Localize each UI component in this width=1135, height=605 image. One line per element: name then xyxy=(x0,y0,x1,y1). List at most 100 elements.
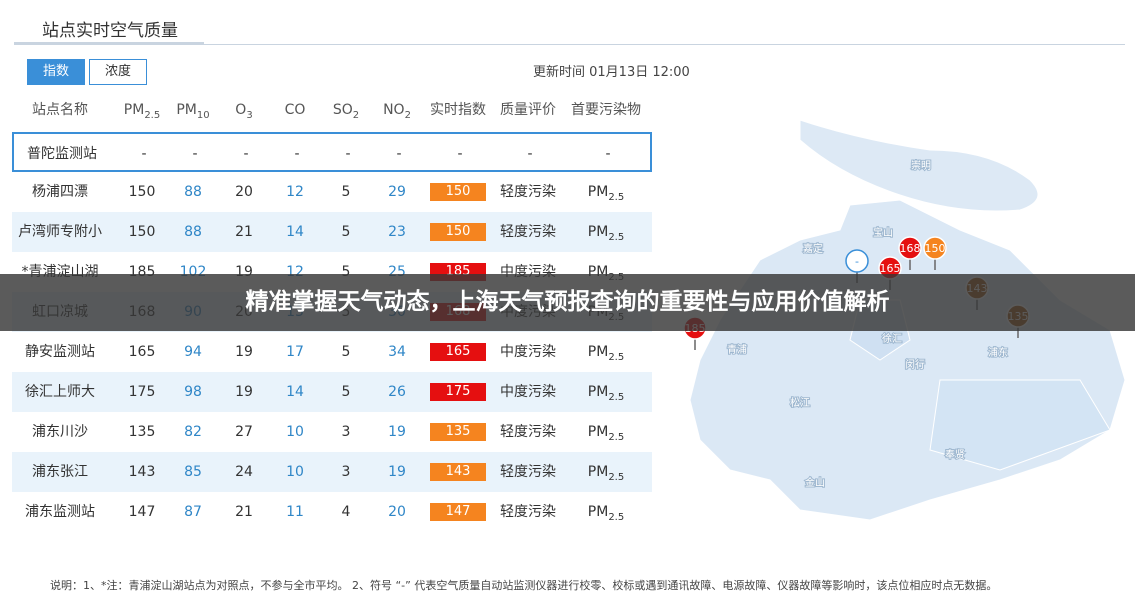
aqi-badge: 150 xyxy=(430,183,486,201)
table-row: 杨浦四漂 150 88 20 12 5 29 150 轻度污染 PM2.5 xyxy=(12,172,652,212)
tab-index[interactable]: 指数 xyxy=(27,59,85,85)
section-title: 站点实时空气质量 xyxy=(42,21,178,41)
measurement: 165 xyxy=(128,344,156,360)
measurement: 10 xyxy=(286,464,304,480)
aqi-badge: 147 xyxy=(430,503,486,521)
subscript: 2.5 xyxy=(608,432,625,443)
measurement: - xyxy=(192,146,198,162)
measurement: 11 xyxy=(286,504,304,520)
measurement: 21 xyxy=(235,504,253,520)
text: 首要污染物 xyxy=(571,102,641,118)
measurement: 98 xyxy=(184,384,202,400)
measurement: 3 xyxy=(341,424,351,440)
measurement: 4 xyxy=(341,504,351,520)
district-label: 宝山 xyxy=(873,226,893,239)
measurement: - xyxy=(396,146,402,162)
subscript: 2.5 xyxy=(608,512,625,523)
quality-level: 中度污染 xyxy=(500,384,556,400)
measurement: 20 xyxy=(235,184,253,200)
marker-label: - xyxy=(855,255,859,268)
column-header: SO2 xyxy=(333,90,359,130)
text: PM xyxy=(123,102,145,118)
aqi-badge: 135 xyxy=(430,423,486,441)
district-label: 闵行 xyxy=(905,358,925,371)
measurement: 88 xyxy=(184,224,202,240)
measurement: 88 xyxy=(184,184,202,200)
table-row: 普陀监测站 - - - - - - - - - xyxy=(12,132,652,172)
district-label: 浦东 xyxy=(988,346,1008,359)
primary-pollutant: - xyxy=(605,134,610,174)
divider xyxy=(14,44,1125,45)
text: CO xyxy=(284,102,306,118)
district-label: 青浦 xyxy=(727,343,747,356)
measurement: 82 xyxy=(184,424,202,440)
measurement: 10 xyxy=(286,424,304,440)
measurement: 29 xyxy=(388,184,406,200)
measurement: 5 xyxy=(341,264,351,280)
text: O xyxy=(235,102,247,118)
aqi-badge: 143 xyxy=(430,463,486,481)
measurement: 17 xyxy=(286,344,304,360)
table-row: 浦东张江 143 85 24 10 3 19 143 轻度污染 PM2.5 xyxy=(12,452,652,492)
aqi-badge: 150 xyxy=(430,223,486,241)
quality-level: 轻度污染 xyxy=(500,504,556,520)
column-header: 首要污染物 xyxy=(571,90,641,130)
district-label: 徐汇 xyxy=(882,332,902,345)
quality-level: 轻度污染 xyxy=(500,424,556,440)
measurement: 87 xyxy=(184,504,202,520)
measurement: 21 xyxy=(235,224,253,240)
text: 质量评价 xyxy=(500,102,556,118)
map-island xyxy=(799,119,1039,212)
measurement: 85 xyxy=(184,464,202,480)
table-row: 卢湾师专附小 150 88 21 14 5 23 150 轻度污染 PM2.5 xyxy=(12,212,652,252)
station-name: 浦东川沙 xyxy=(32,424,88,440)
measurement: 26 xyxy=(388,384,406,400)
district-label: 奉贤 xyxy=(945,448,965,461)
measurement: 94 xyxy=(184,344,202,360)
column-header: 质量评价 xyxy=(500,90,556,130)
measurement: 3 xyxy=(341,464,351,480)
station-name: 徐汇上师大 xyxy=(25,384,95,400)
table-header: 站点名称 PM2.5 PM10 O3 CO SO2 NO2 实时指数 质量评价 首要污染物 xyxy=(12,90,652,130)
subscript: 2 xyxy=(404,110,411,121)
table-row: 浦东川沙 135 82 27 10 3 19 135 轻度污染 PM2.5 xyxy=(12,412,652,452)
column-header: O3 xyxy=(235,90,252,130)
measurement: 5 xyxy=(341,384,351,400)
subscript: 2.5 xyxy=(144,110,161,121)
measurement: 24 xyxy=(235,464,253,480)
measurement: 135 xyxy=(128,424,156,440)
primary-pollutant: PM2.5 xyxy=(588,172,624,212)
column-header: CO xyxy=(285,90,306,130)
update-time: 更新时间 01月13日 12:00 xyxy=(533,65,690,80)
district-label: 嘉定 xyxy=(803,242,823,255)
station-name: 普陀监测站 xyxy=(27,146,97,162)
column-header: PM2.5 xyxy=(124,90,160,130)
table-row: 徐汇上师大 175 98 19 14 5 26 175 中度污染 PM2.5 xyxy=(12,372,652,412)
text: PM xyxy=(587,504,609,520)
station-name: 杨浦四漂 xyxy=(32,184,88,200)
station-name: 浦东监测站 xyxy=(25,504,95,520)
aqi-badge: 165 xyxy=(430,343,486,361)
measurement: 19 xyxy=(235,344,253,360)
measurement: - xyxy=(141,146,147,162)
title-underline xyxy=(14,42,204,44)
subscript: 2 xyxy=(352,110,360,121)
quality-level: 轻度污染 xyxy=(500,464,556,480)
subscript: 2.5 xyxy=(608,232,625,243)
table-row: 浦东监测站 147 87 21 11 4 20 147 轻度污染 PM2.5 xyxy=(12,492,652,532)
column-header: PM10 xyxy=(176,90,209,130)
marker-pin xyxy=(898,236,922,260)
column-header: 实时指数 xyxy=(430,90,486,130)
column-header: NO2 xyxy=(383,90,411,130)
measurement: 19 xyxy=(388,464,406,480)
station-name: 浦东张江 xyxy=(32,464,88,480)
marker-pin xyxy=(923,236,947,260)
text: 实时指数 xyxy=(430,102,486,118)
tab-concentration[interactable]: 浓度 xyxy=(89,59,147,85)
subscript: 2.5 xyxy=(608,192,625,203)
marker-label: 150 xyxy=(925,242,946,255)
measurement: - xyxy=(243,146,249,162)
text: PM xyxy=(587,464,609,480)
measurement: 27 xyxy=(235,424,253,440)
